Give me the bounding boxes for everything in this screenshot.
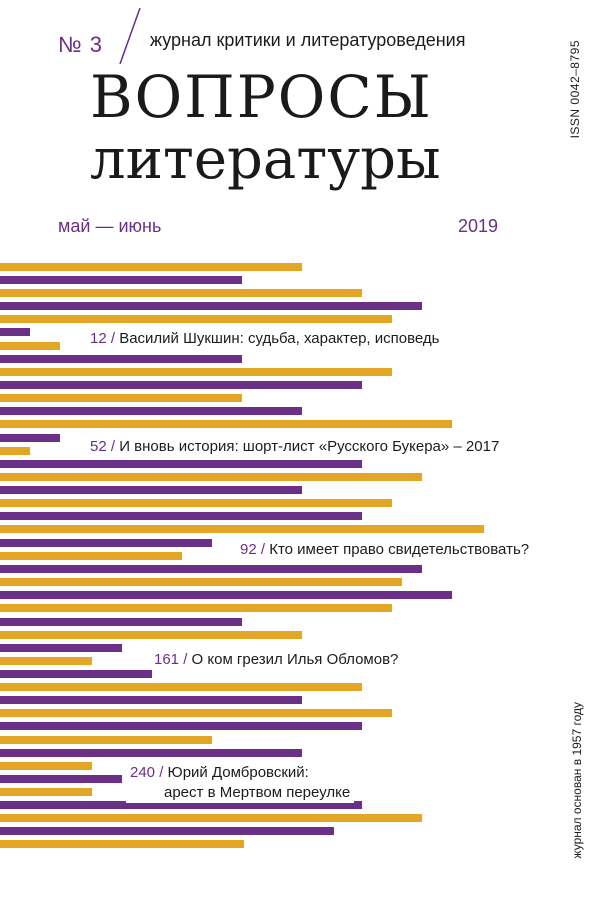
toc-title-continuation: арест в Мертвом переулке	[164, 784, 351, 801]
toc-title: О ком грезил Илья Обломов?	[191, 651, 399, 668]
issue-number: № 3	[58, 32, 103, 57]
stripe	[0, 604, 392, 612]
stripe	[0, 512, 362, 520]
stripe	[0, 381, 362, 389]
toc-separator: /	[179, 651, 192, 668]
stripe	[0, 473, 422, 481]
toc-title: Юрий Домбровский:	[167, 764, 309, 781]
toc-separator: /	[106, 438, 120, 455]
stripe	[0, 420, 452, 428]
stripe	[0, 840, 244, 848]
founded-note: журнал основан в 1957 году	[570, 701, 584, 858]
stripe	[0, 696, 302, 704]
stripe	[0, 683, 362, 691]
toc-entry: 12 / Василий Шукшин: судьба, характер, и…	[86, 330, 444, 347]
toc-entry: 161 / О ком грезил Илья Обломов?	[150, 651, 403, 668]
stripe	[0, 289, 362, 297]
stripe	[0, 499, 392, 507]
toc-page-number: 240	[130, 764, 156, 781]
stripe	[0, 788, 92, 796]
stripe	[0, 394, 242, 402]
stripe	[0, 709, 392, 717]
toc-page-number: 92	[240, 541, 257, 558]
stripe	[0, 486, 302, 494]
stripe	[0, 722, 362, 730]
stripe	[0, 302, 422, 310]
stripe	[0, 591, 452, 599]
stripe	[0, 618, 242, 626]
stripe	[0, 407, 302, 415]
issue-months: май — июнь	[58, 216, 162, 236]
toc-entry: 240 / Юрий Домбровский: арест в Мертвом …	[126, 763, 355, 803]
stripe	[0, 762, 92, 770]
toc-entry: 92 / Кто имеет право свидетельствовать?	[236, 541, 534, 558]
toc-separator: /	[155, 764, 168, 781]
stripe	[0, 263, 302, 271]
toc-title: Василий Шукшин: судьба, характер, испове…	[119, 330, 440, 347]
issn-number: ISSN 0042–8795	[568, 40, 582, 139]
toc-separator: /	[106, 330, 120, 347]
stripe	[0, 736, 212, 744]
journal-title-line2: литературы	[90, 127, 441, 192]
journal-subtitle: журнал критики и литературоведения	[150, 30, 466, 50]
stripe	[0, 657, 92, 665]
stripe	[0, 525, 484, 533]
stripe	[0, 565, 422, 573]
stripe	[0, 342, 60, 350]
stripe	[0, 827, 334, 835]
issue-year: 2019	[457, 216, 498, 236]
stripe	[0, 749, 302, 757]
stripe	[0, 447, 30, 455]
toc-page-number: 52	[90, 438, 107, 455]
toc-title: И вновь история: шорт-лист «Русского Бук…	[119, 438, 500, 455]
stripe	[0, 801, 362, 809]
stripe	[0, 434, 60, 442]
stripe	[0, 775, 122, 783]
stripe	[0, 552, 182, 560]
toc-page-number: 161	[154, 651, 180, 668]
stripe	[0, 355, 242, 363]
stripe	[0, 631, 302, 639]
toc-separator: /	[256, 541, 270, 558]
stripe	[0, 368, 392, 376]
stripe	[0, 578, 402, 586]
stripe	[0, 315, 392, 323]
stripe	[0, 670, 152, 678]
toc-page-number: 12	[90, 330, 107, 347]
stripe	[0, 644, 122, 652]
stripe	[0, 814, 422, 822]
stripe	[0, 328, 30, 336]
toc-title: Кто имеет право свидетельствовать?	[269, 541, 530, 558]
stripe	[0, 276, 242, 284]
toc-entry: 52 / И вновь история: шорт-лист «Русског…	[86, 438, 504, 455]
stripe	[0, 539, 212, 547]
divider-slash	[119, 7, 141, 65]
stripe	[0, 460, 362, 468]
journal-title-line1: ВОПРОСЫ	[90, 63, 433, 131]
